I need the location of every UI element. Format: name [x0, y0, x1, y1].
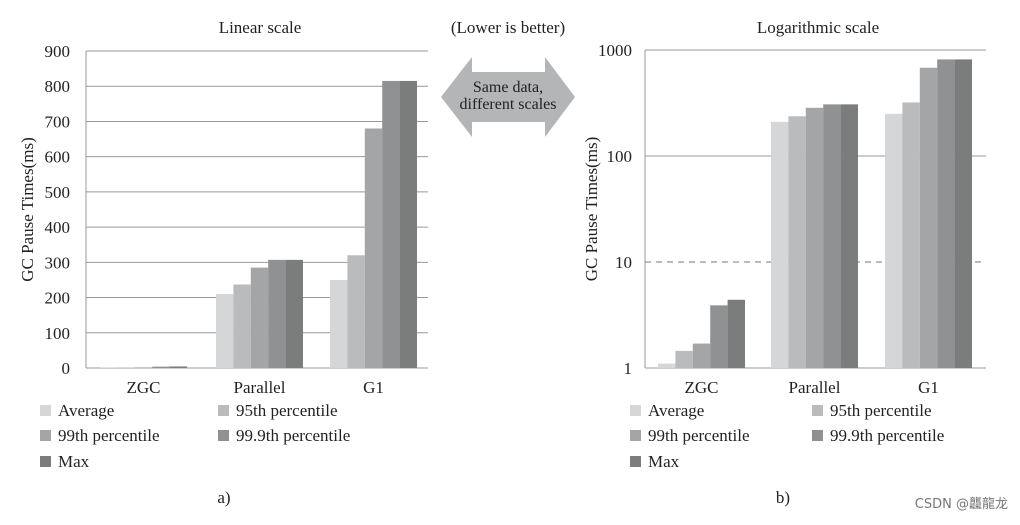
legend-label: Average: [648, 401, 704, 420]
legend-swatch: [630, 456, 641, 467]
lower-is-better-note: (Lower is better): [451, 18, 565, 37]
arrow-text-line1: Same data,: [473, 79, 543, 96]
bar-zgc-95th-percentile: [675, 351, 692, 368]
bar-parallel-max: [841, 104, 858, 368]
x-tick-label: ZGC: [127, 378, 161, 397]
legend-label: 99.9th percentile: [830, 426, 944, 445]
legend-swatch: [630, 430, 641, 441]
bar-zgc-99-9th-percentile: [710, 305, 727, 368]
legend-label: 99th percentile: [648, 426, 750, 445]
bar-g1-max: [400, 81, 417, 368]
y-tick-label: 300: [45, 253, 71, 272]
y-tick-label: 700: [45, 112, 71, 131]
y-tick-label: 200: [45, 289, 71, 308]
bar-zgc-max: [728, 300, 745, 368]
y-axis-label: GC Pause Times(ms): [18, 137, 37, 282]
legend-swatch: [812, 405, 823, 416]
bar-g1-average: [330, 280, 347, 368]
x-tick-label: Parallel: [789, 378, 841, 397]
arrow-text-line2: different scales: [460, 96, 557, 113]
bar-parallel-max: [286, 260, 303, 368]
bar-parallel-95th-percentile: [788, 116, 805, 368]
y-tick-label: 600: [45, 148, 71, 167]
chart-title: Linear scale: [219, 18, 302, 37]
bar-zgc-99-9th-percentile: [152, 367, 169, 368]
y-tick-label: 0: [62, 359, 71, 378]
y-tick-label: 1: [624, 359, 633, 378]
y-tick-label: 1000: [598, 41, 632, 60]
bar-parallel-95th-percentile: [233, 285, 250, 368]
y-tick-label: 500: [45, 183, 71, 202]
y-tick-label: 400: [45, 218, 71, 237]
legend-swatch: [218, 405, 229, 416]
bar-zgc-99th-percentile: [135, 367, 152, 368]
y-tick-label: 10: [615, 253, 632, 272]
bar-g1-95th-percentile: [902, 102, 919, 368]
legend-swatch: [218, 430, 229, 441]
bar-parallel-99th-percentile: [251, 268, 268, 368]
bar-g1-99th-percentile: [920, 68, 937, 368]
bar-parallel-average: [216, 294, 233, 368]
legend-label: 95th percentile: [236, 401, 338, 420]
bar-parallel-99-9th-percentile: [823, 104, 840, 368]
legend-label: Max: [648, 452, 680, 471]
y-axis-label: GC Pause Times(ms): [582, 137, 601, 282]
chart-title: Logarithmic scale: [757, 18, 879, 37]
x-tick-label: Parallel: [234, 378, 286, 397]
legend-label: Max: [58, 452, 90, 471]
x-tick-label: G1: [918, 378, 939, 397]
bar-g1-max: [955, 59, 972, 368]
legend-swatch: [40, 405, 51, 416]
legend-label: 99.9th percentile: [236, 426, 350, 445]
bar-parallel-99-9th-percentile: [268, 260, 285, 368]
legend-swatch: [630, 405, 641, 416]
bar-zgc-95th-percentile: [117, 367, 134, 368]
legend-swatch: [40, 456, 51, 467]
y-tick-label: 800: [45, 77, 71, 96]
y-tick-label: 100: [607, 147, 633, 166]
panel-caption: b): [776, 488, 790, 507]
legend-label: Average: [58, 401, 114, 420]
chart-panel-linear: Linear scale 0 100 200 300 400 500 600 700 800 900…: [18, 18, 428, 507]
bar-parallel-99th-percentile: [806, 108, 823, 368]
bar-g1-99th-percentile: [365, 128, 382, 368]
legend-swatch: [40, 430, 51, 441]
panel-caption: a): [217, 488, 230, 507]
bar-g1-95th-percentile: [347, 255, 364, 368]
bar-parallel-average: [771, 122, 788, 368]
bar-g1-99-9th-percentile: [382, 81, 399, 368]
x-tick-label: G1: [363, 378, 384, 397]
bar-zgc-average: [658, 364, 675, 368]
watermark: CSDN @龘龍龙: [915, 496, 1008, 512]
y-tick-label: 100: [45, 324, 71, 343]
legend-label: 99th percentile: [58, 426, 160, 445]
bar-g1-99-9th-percentile: [937, 59, 954, 368]
x-tick-label: ZGC: [685, 378, 719, 397]
bar-g1-average: [885, 114, 902, 368]
bar-zgc-99th-percentile: [693, 344, 710, 368]
chart-panel-log: Logarithmic scale 1 10 100 1000 GC Pause Time…: [582, 18, 986, 507]
legend-label: 95th percentile: [830, 401, 932, 420]
legend-swatch: [812, 430, 823, 441]
y-tick-label: 900: [45, 42, 71, 61]
bar-zgc-max: [170, 366, 187, 368]
